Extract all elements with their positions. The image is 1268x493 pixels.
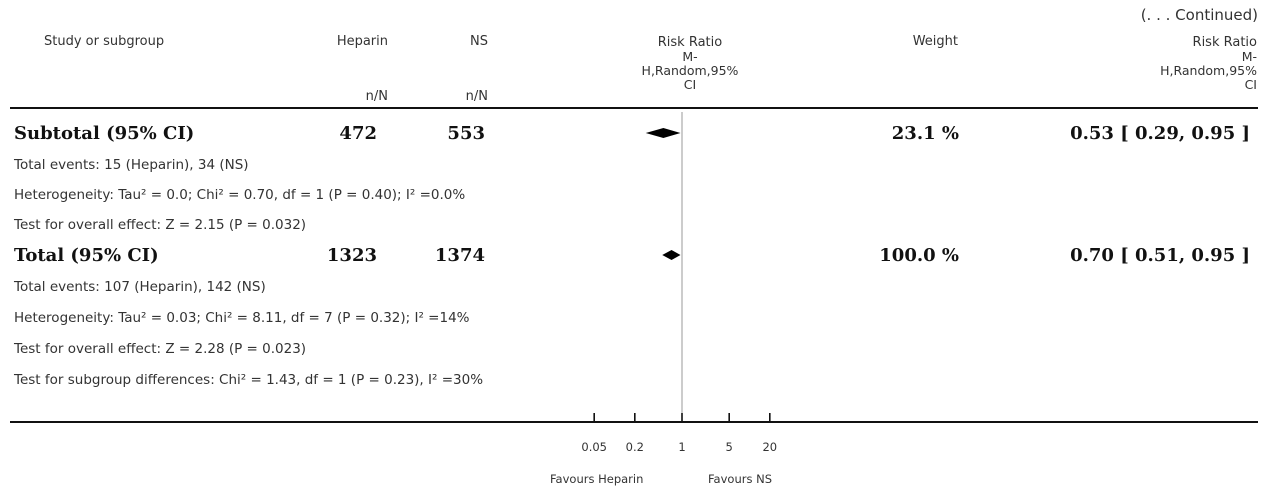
header-heparin-sub: n/N	[365, 89, 388, 104]
total-overall-effect: Test for overall effect: Z = 2.28 (P = 0…	[14, 341, 307, 357]
subtotal-rr: 0.53 [ 0.29, 0.95 ]	[1070, 123, 1250, 144]
header-rr-plot: Risk Ratio M- H,Random,95% CI	[640, 36, 740, 92]
total-events: Total events: 107 (Heparin), 142 (NS)	[14, 279, 266, 295]
axis-tick-label-1: 0.2	[626, 440, 644, 454]
header-rr-plot-line4: CI	[683, 77, 697, 92]
header-rr-text-line2: M-	[1241, 49, 1257, 64]
header-rr-text-line3: H,Random,95%	[1160, 63, 1257, 78]
subtotal-label: Subtotal (95% CI)	[14, 123, 195, 144]
header-rr-plot-line2: M-	[682, 49, 698, 64]
header-ns: NS	[470, 34, 488, 49]
diamond-total	[662, 250, 681, 260]
favours-heparin-label: Favours Heparin	[550, 472, 644, 486]
axis-tick-label-4: 20	[762, 440, 777, 454]
header-weight: Weight	[912, 34, 958, 49]
total-ns: 1374	[434, 245, 485, 266]
header-rr-text-line1: Risk Ratio	[1192, 35, 1257, 50]
subtotal-events: Total events: 15 (Heparin), 34 (NS)	[14, 157, 249, 173]
bottom-rule	[10, 421, 1258, 423]
subtotal-weight: 23.1 %	[891, 123, 959, 144]
subtotal-ns: 553	[447, 123, 485, 144]
total-label: Total (95% CI)	[14, 245, 159, 266]
continued-label: (. . . Continued)	[1140, 6, 1258, 24]
axis-tick-label-0: 0.05	[581, 440, 607, 454]
subgroup-differences: Test for subgroup differences: Chi² = 1.…	[14, 372, 484, 388]
total-heparin: 1323	[326, 245, 377, 266]
total-heterogeneity: Heterogeneity: Tau² = 0.03; Chi² = 8.11,…	[14, 310, 470, 326]
axis-tick-label-2: 1	[678, 440, 685, 454]
header-rr-text-line4: CI	[1244, 77, 1257, 92]
total-weight: 100.0 %	[879, 245, 959, 266]
subtotal-overall-effect: Test for overall effect: Z = 2.15 (P = 0…	[14, 217, 307, 233]
header-ns-sub: n/N	[465, 89, 488, 104]
subtotal-heterogeneity: Heterogeneity: Tau² = 0.0; Chi² = 0.70, …	[14, 187, 466, 203]
subtotal-heparin: 472	[339, 123, 377, 144]
header-rr-plot-line3: H,Random,95%	[641, 63, 739, 78]
header-study: Study or subgroup	[44, 34, 165, 49]
header-rule	[10, 107, 1258, 109]
axis-tick-label-3: 5	[726, 440, 733, 454]
diamond-subtotal	[645, 128, 681, 138]
header-rr-text: Risk Ratio M- H,Random,95% CI	[1160, 36, 1257, 92]
header-heparin: Heparin	[336, 34, 388, 49]
total-rr: 0.70 [ 0.51, 0.95 ]	[1070, 245, 1250, 266]
header-rr-plot-line1: Risk Ratio	[657, 35, 723, 50]
favours-ns-label: Favours NS	[708, 472, 773, 486]
